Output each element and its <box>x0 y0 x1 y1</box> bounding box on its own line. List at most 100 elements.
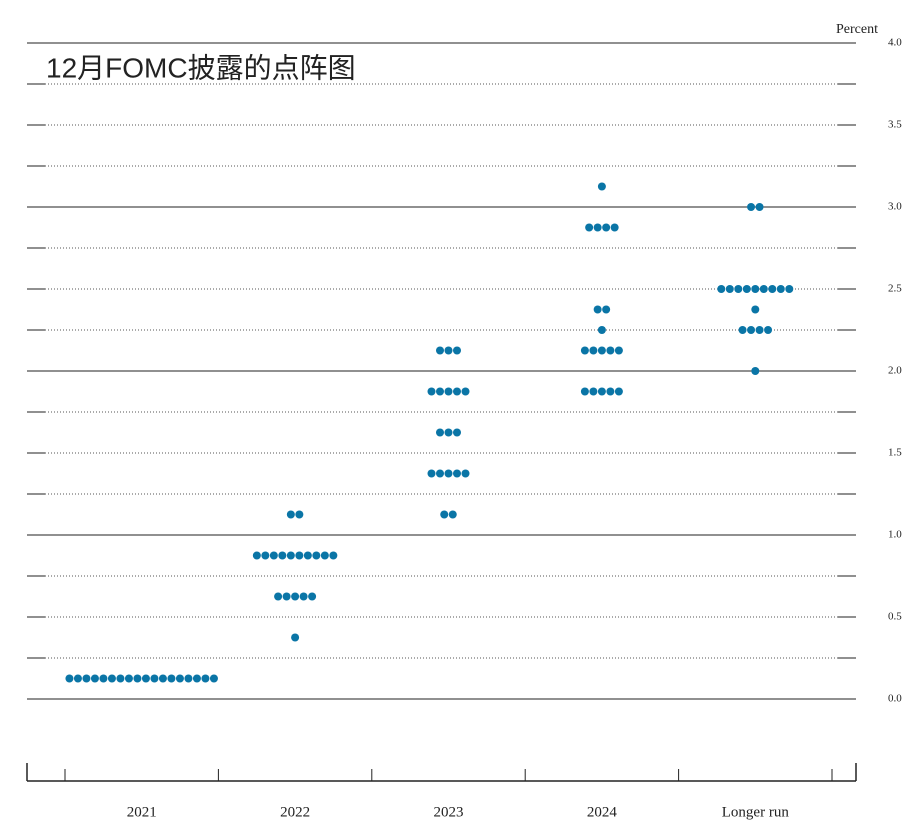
dot <box>589 387 598 396</box>
dot <box>440 510 449 519</box>
dot <box>175 674 184 683</box>
x-tick-label: 2023 <box>434 804 464 820</box>
dot <box>286 551 295 560</box>
dot <box>124 674 133 683</box>
dot <box>747 326 756 334</box>
y-axis-label: Percent <box>836 22 878 37</box>
dot <box>602 305 611 314</box>
dot <box>593 223 602 232</box>
dot <box>65 674 74 683</box>
dot <box>593 305 602 314</box>
dot <box>755 326 764 334</box>
dot <box>427 469 436 478</box>
dot <box>282 592 291 601</box>
dot <box>82 674 91 683</box>
dot <box>90 674 99 683</box>
dot <box>751 367 760 375</box>
dot <box>453 428 461 437</box>
dot <box>201 674 210 683</box>
dot <box>308 592 317 601</box>
dot <box>453 469 461 478</box>
dot <box>742 285 751 293</box>
dot <box>436 346 444 355</box>
dot <box>167 674 176 683</box>
dot <box>150 674 159 683</box>
dot <box>734 285 743 293</box>
dot <box>764 326 773 334</box>
dot <box>295 551 304 560</box>
dot <box>610 223 619 232</box>
dot <box>580 346 589 355</box>
dot <box>597 326 606 334</box>
dot <box>274 592 283 601</box>
dot <box>291 592 300 601</box>
dot <box>717 285 726 293</box>
dot <box>725 285 734 293</box>
dot <box>597 346 606 355</box>
chart-title: 12月FOMC披露的点阵图 <box>46 52 356 83</box>
dot <box>597 182 606 191</box>
y-tick-label: 3.5 <box>888 119 902 131</box>
x-tick-label: Longer run <box>722 804 790 820</box>
dot <box>436 469 444 478</box>
dot <box>209 674 218 683</box>
dot <box>606 346 615 355</box>
dot <box>444 428 453 437</box>
dot <box>580 387 589 396</box>
dot <box>295 510 304 519</box>
dot <box>602 223 611 232</box>
x-tick-label: 2021 <box>127 804 157 820</box>
dot <box>329 551 338 560</box>
y-tick-label: 4.0 <box>888 37 902 49</box>
dot <box>133 674 142 683</box>
dot <box>747 203 756 211</box>
y-tick-label: 1.5 <box>888 447 902 459</box>
dot <box>320 551 329 560</box>
y-tick-label: 1.0 <box>888 529 902 541</box>
dot <box>776 285 785 293</box>
dot <box>606 387 615 396</box>
dot <box>427 387 436 396</box>
dot <box>461 387 470 396</box>
dot <box>184 674 193 683</box>
dot <box>299 592 308 601</box>
dot <box>738 326 747 334</box>
dot <box>312 551 321 560</box>
dot <box>444 387 453 396</box>
y-tick-label: 2.0 <box>888 365 902 377</box>
dot <box>261 551 270 560</box>
y-tick-label: 0.5 <box>888 611 902 623</box>
dot <box>614 387 623 396</box>
dot <box>192 674 201 683</box>
dot <box>73 674 82 683</box>
dot <box>751 285 760 293</box>
dot <box>141 674 150 683</box>
dot <box>116 674 125 683</box>
dot <box>444 346 453 355</box>
dot <box>278 551 287 560</box>
x-tick-label: 2022 <box>280 804 310 820</box>
dot <box>759 285 768 293</box>
dot <box>99 674 108 683</box>
dot <box>461 469 470 478</box>
y-tick-label: 2.5 <box>888 283 902 295</box>
dot <box>453 387 461 396</box>
dot <box>107 674 116 683</box>
dot <box>585 223 594 232</box>
dot <box>291 633 300 642</box>
dot <box>286 510 295 519</box>
dot <box>755 203 764 211</box>
y-tick-label: 0.0 <box>888 693 902 705</box>
x-tick-label: 2024 <box>587 804 618 820</box>
dot <box>269 551 278 560</box>
dot <box>252 551 261 560</box>
dot <box>303 551 312 560</box>
dot <box>597 387 606 396</box>
dot <box>785 285 794 293</box>
dot <box>448 510 457 519</box>
dot <box>436 387 444 396</box>
dot <box>453 346 461 355</box>
dot <box>436 428 444 437</box>
y-tick-label: 3.0 <box>888 201 902 213</box>
